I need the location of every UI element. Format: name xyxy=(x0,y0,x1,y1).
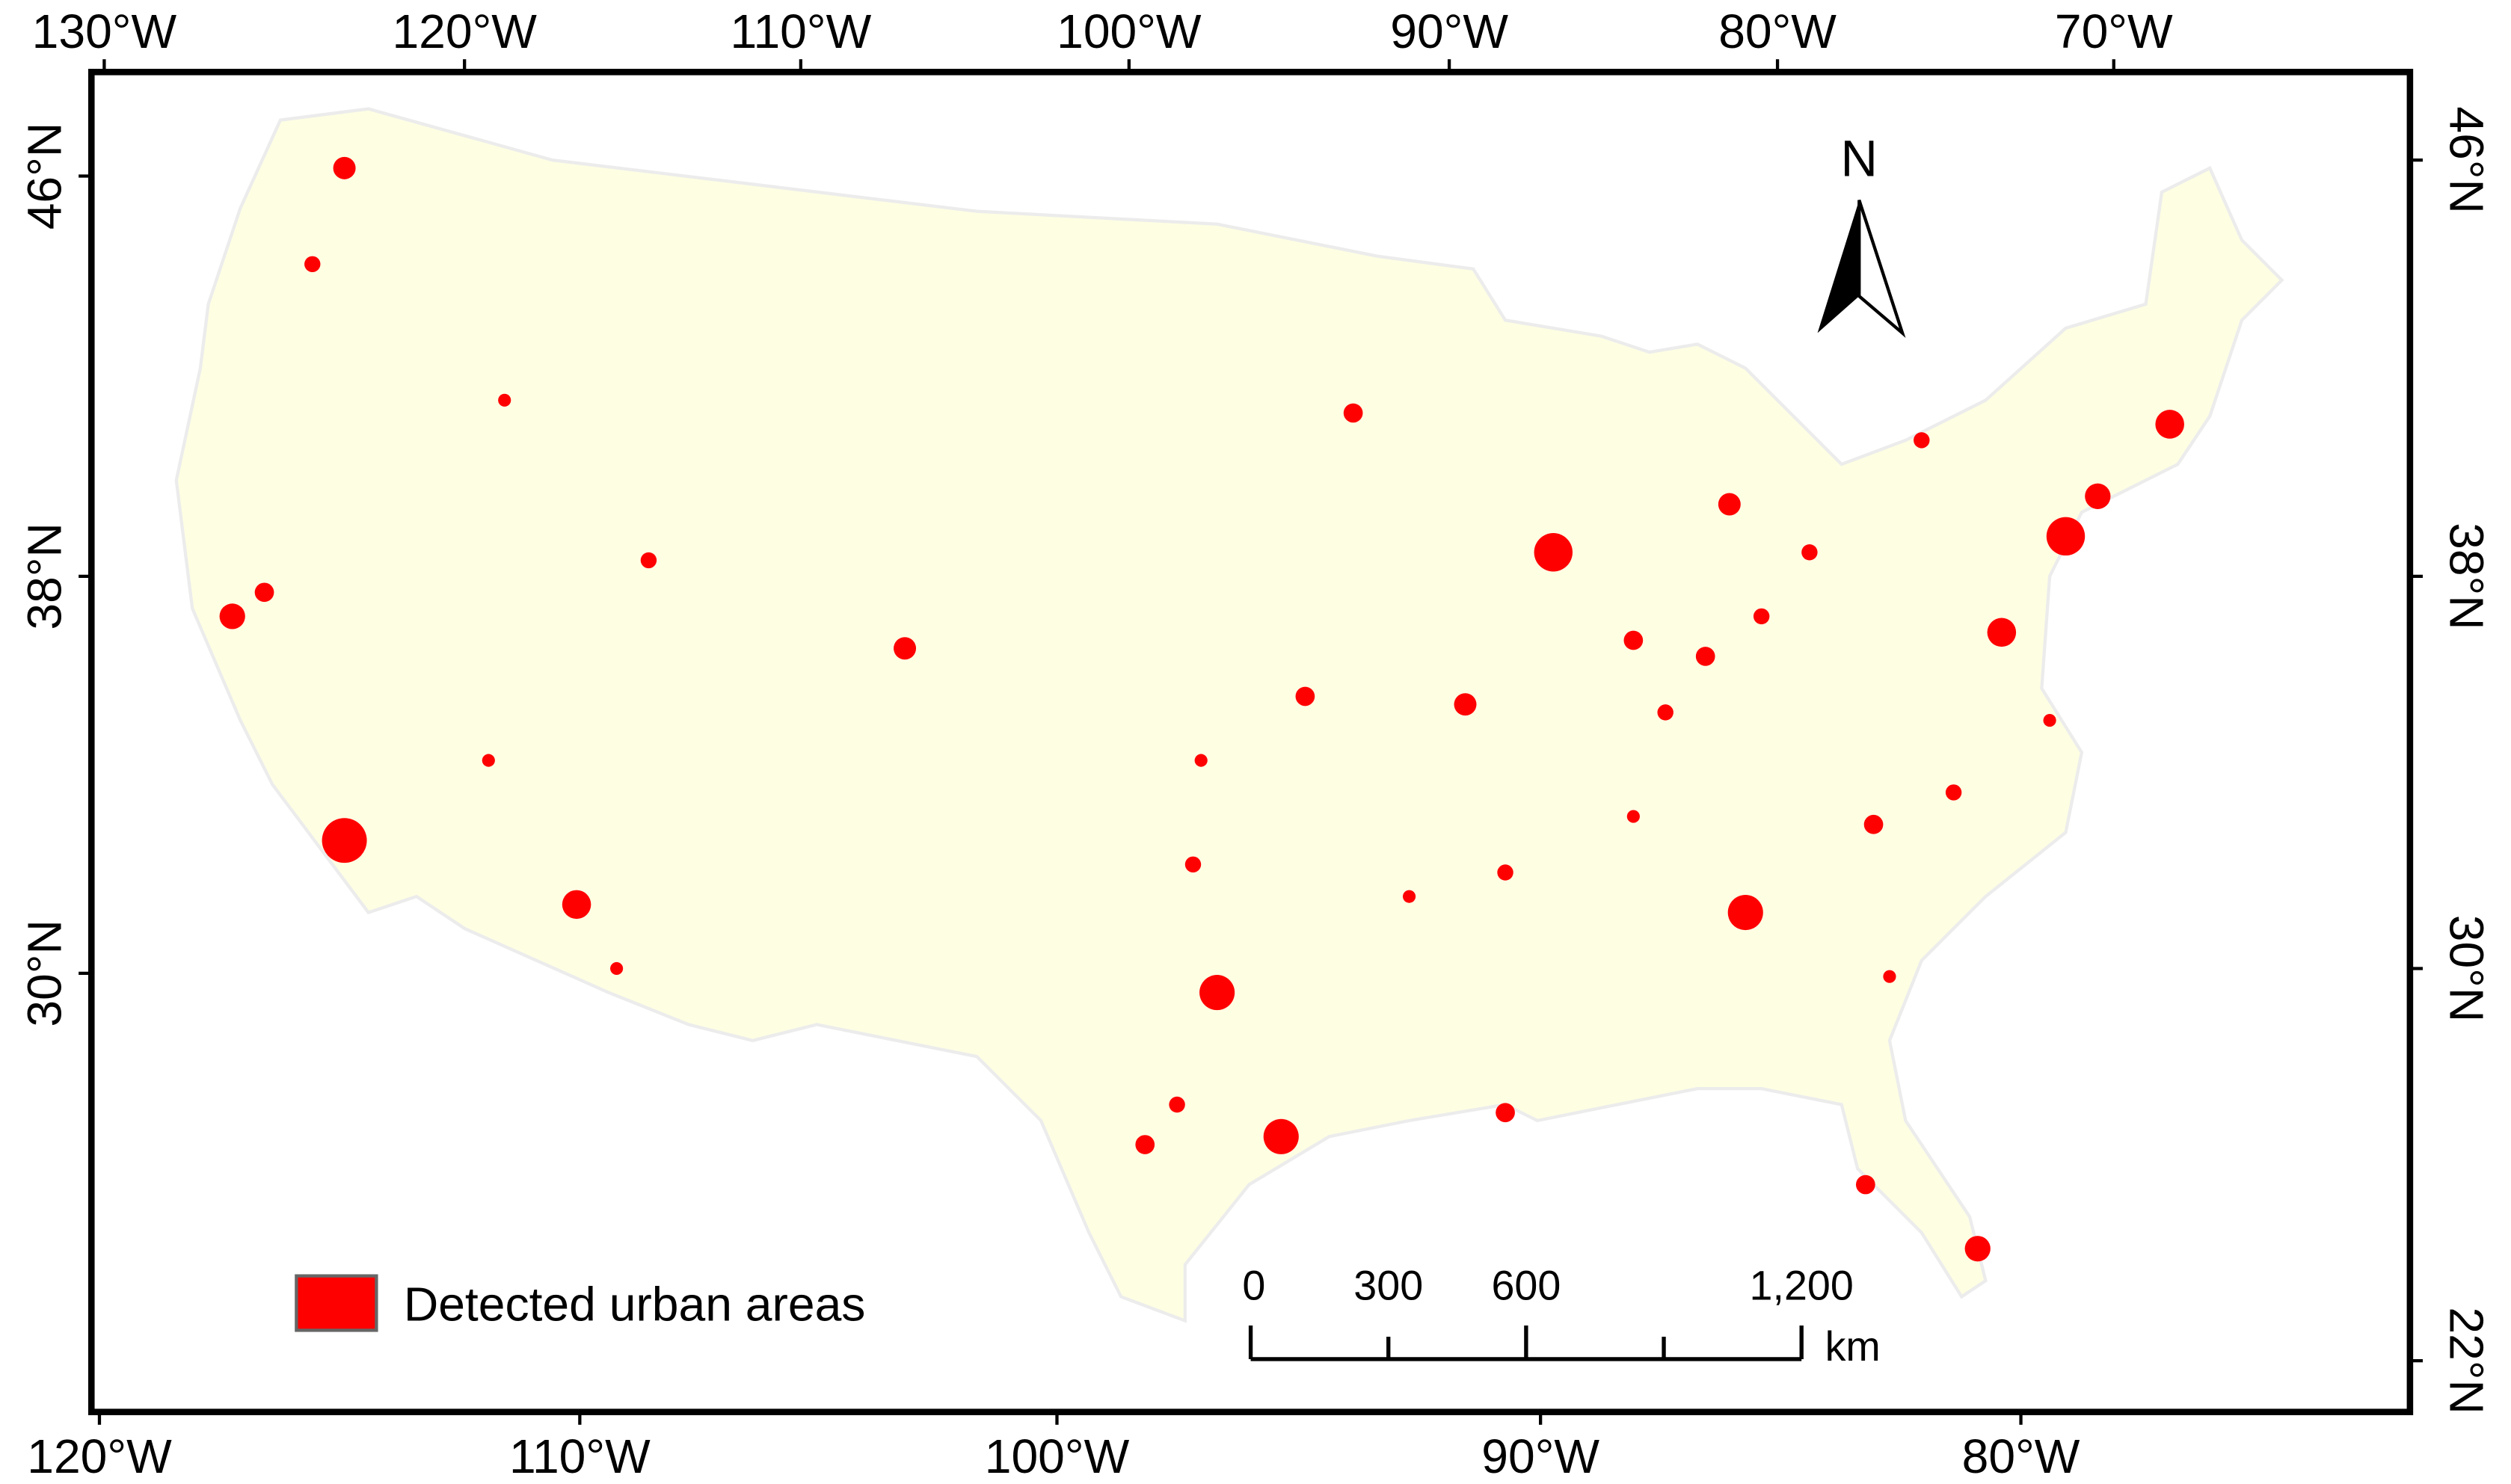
urban-patch xyxy=(1863,814,1884,834)
bottom-axis-label: 100°W xyxy=(985,1429,1130,1483)
urban-patch xyxy=(1753,608,1770,625)
urban-patch xyxy=(1534,533,1573,572)
urban-patch xyxy=(562,890,591,920)
urban-patch xyxy=(1883,970,1896,983)
urban-patch xyxy=(1497,864,1513,881)
urban-patch xyxy=(1623,630,1644,650)
top-axis-label: 70°W xyxy=(2055,4,2173,58)
urban-patch xyxy=(1914,432,1930,449)
left-axis-label: 30°N xyxy=(18,920,72,1027)
urban-patch xyxy=(1945,784,1962,801)
urban-patch xyxy=(1626,810,1640,823)
urban-patch xyxy=(1263,1118,1299,1154)
bottom-axis-label: 120°W xyxy=(27,1429,172,1483)
urban-patch xyxy=(219,603,245,629)
urban-patch xyxy=(304,256,321,273)
scale-unit: km xyxy=(1825,1323,1881,1370)
urban-patch xyxy=(1199,975,1235,1011)
right-axis-label: 30°N xyxy=(2439,915,2493,1023)
urban-patch xyxy=(1801,544,1818,561)
urban-patch xyxy=(610,961,624,976)
scale-label: 0 xyxy=(1242,1263,1265,1309)
right-axis-label: 38°N xyxy=(2439,523,2493,630)
urban-patch xyxy=(2046,517,2086,556)
urban-patch xyxy=(2043,714,2056,727)
bottom-axis-label: 110°W xyxy=(509,1429,651,1483)
scale-label: 1,200 xyxy=(1750,1263,1854,1309)
scale-bar xyxy=(1248,1326,1804,1361)
north-label: N xyxy=(1841,130,1878,188)
bottom-axis-label: 90°W xyxy=(1481,1429,1599,1483)
top-axis-label: 130°W xyxy=(32,4,177,58)
urban-patch xyxy=(482,754,495,767)
urban-patch xyxy=(640,552,657,569)
urban-patch xyxy=(1403,890,1416,903)
urban-patch xyxy=(254,582,274,603)
north-arrow: N xyxy=(1817,130,1906,338)
legend: Detected urban areas xyxy=(295,1274,866,1332)
urban-patch xyxy=(1295,686,1315,706)
urban-patch xyxy=(1135,1135,1155,1154)
top-axis-label: 120°W xyxy=(392,4,537,58)
urban-patch xyxy=(1987,618,2017,647)
urban-patch xyxy=(1855,1174,1875,1195)
top-axis-label: 80°W xyxy=(1718,4,1837,58)
urban-patch xyxy=(894,637,917,660)
top-axis-label: 100°W xyxy=(1057,4,1202,58)
right-axis-label: 46°N xyxy=(2439,106,2493,214)
urban-patch xyxy=(2155,410,2184,439)
bottom-axis-label: 80°W xyxy=(1962,1429,2080,1483)
top-axis-label: 90°W xyxy=(1390,4,1508,58)
urban-patch xyxy=(1343,403,1363,423)
urban-patch xyxy=(1454,693,1477,716)
urban-patch xyxy=(1718,493,1741,516)
left-axis-label: 38°N xyxy=(18,523,72,630)
urban-patch xyxy=(1657,704,1674,721)
urban-patch xyxy=(1727,894,1763,931)
urban-patch xyxy=(498,393,511,407)
left-axis-label: 46°N xyxy=(18,123,72,230)
legend-swatch xyxy=(295,1274,378,1332)
urban-patch xyxy=(1169,1096,1185,1113)
urban-patch xyxy=(2085,483,2111,509)
us-land xyxy=(174,107,2284,1323)
urban-patch xyxy=(322,818,367,863)
urban-patch xyxy=(333,156,356,179)
scale-label: 600 xyxy=(1491,1263,1561,1309)
urban-patch xyxy=(1496,1103,1515,1123)
urban-patch xyxy=(1184,856,1202,873)
urban-areas xyxy=(219,156,2184,1262)
urban-patch xyxy=(1964,1236,1991,1262)
legend-label: Detected urban areas xyxy=(404,1278,866,1331)
right-axis-label: 22°N xyxy=(2439,1307,2493,1414)
scale-label: 300 xyxy=(1353,1263,1423,1309)
urban-patch xyxy=(1695,647,1715,666)
urban-patch xyxy=(1194,754,1208,767)
top-axis-label: 110°W xyxy=(731,4,872,58)
